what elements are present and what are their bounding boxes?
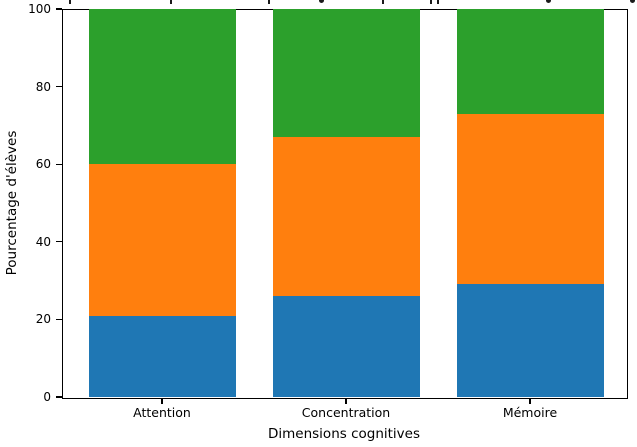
x-tick-label-attention: Attention — [133, 405, 191, 420]
x-axis-label: Dimensions cognitives — [267, 426, 421, 442]
clipped-glyph-fragment — [437, 0, 439, 4]
y-tick-label: 100 — [28, 2, 51, 16]
clipped-glyph-fragment — [69, 0, 71, 4]
clipped-glyph-fragment — [546, 0, 551, 3]
x-tick-mark — [529, 398, 531, 404]
y-tick-mark — [56, 85, 62, 88]
clipped-glyph-fragment — [170, 0, 172, 4]
y-axis-label: Pourcentage d'élèves — [4, 130, 20, 276]
bar-segment-segment-top-concentration — [272, 9, 420, 138]
y-tick-mark — [56, 318, 62, 321]
x-tick-mark — [161, 398, 163, 404]
y-tick-mark — [56, 163, 62, 165]
y-tick-label: 40 — [35, 234, 51, 249]
bar-segment-segment-middle-mémoire — [456, 113, 604, 285]
bar-segment-segment-middle-attention — [88, 164, 236, 316]
y-tick-label: 20 — [35, 312, 51, 327]
x-tick-label-mémoire: Mémoire — [502, 405, 558, 420]
bar-segment-segment-bottom-concentration — [272, 296, 420, 397]
bar-segment-segment-middle-concentration — [272, 137, 420, 297]
y-tick-label: 0 — [43, 390, 51, 404]
y-tick-mark — [56, 396, 62, 398]
clipped-glyph-fragment — [430, 0, 432, 4]
bar-segment-segment-bottom-mémoire — [456, 284, 604, 397]
y-tick-mark — [56, 241, 62, 243]
clipped-glyph-fragment — [382, 0, 384, 4]
y-tick-mark — [56, 8, 62, 10]
x-tick-mark — [345, 398, 347, 404]
y-tick-label: 80 — [35, 79, 51, 94]
x-tick-label-concentration: Concentration — [301, 405, 391, 420]
bar-segment-segment-top-attention — [88, 9, 236, 165]
clipped-glyph-fragment — [630, 0, 635, 3]
clipped-glyph-fragment — [268, 0, 270, 4]
bar-segment-segment-top-mémoire — [456, 9, 604, 114]
clipped-glyph-fragment — [319, 0, 324, 3]
bar-segment-segment-bottom-attention — [88, 315, 236, 397]
y-tick-label: 60 — [35, 157, 51, 172]
